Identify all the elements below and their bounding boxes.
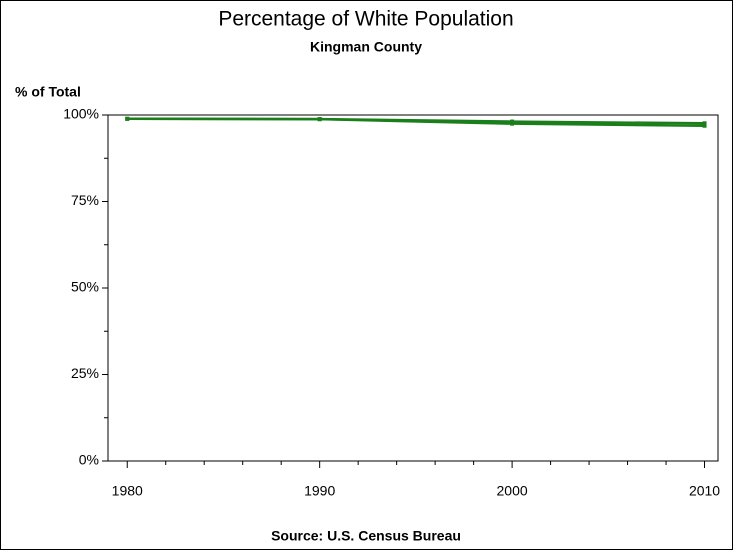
source-note: Source: U.S. Census Bureau [271,528,461,544]
chart-subtitle: Kingman County [310,39,422,55]
point [317,117,322,122]
point [702,123,707,128]
y-tick-label: 75% [71,192,99,208]
point [510,119,515,124]
point [510,121,515,126]
y-tick-label: 25% [71,365,99,381]
x-tick-label: 2010 [689,483,720,499]
y-axis-label: % of Total [15,84,81,100]
series-line [127,117,705,127]
x-tick-label: 1980 [112,483,143,499]
x-tick-label: 1990 [304,483,335,499]
y-tick-label: 100% [63,106,99,122]
point [125,116,130,121]
chart-title: Percentage of White Population [218,8,513,31]
x-tick-label: 2000 [497,483,528,499]
point [702,121,707,126]
y-tick-label: 50% [71,279,99,295]
y-tick-label: 0% [79,452,99,468]
